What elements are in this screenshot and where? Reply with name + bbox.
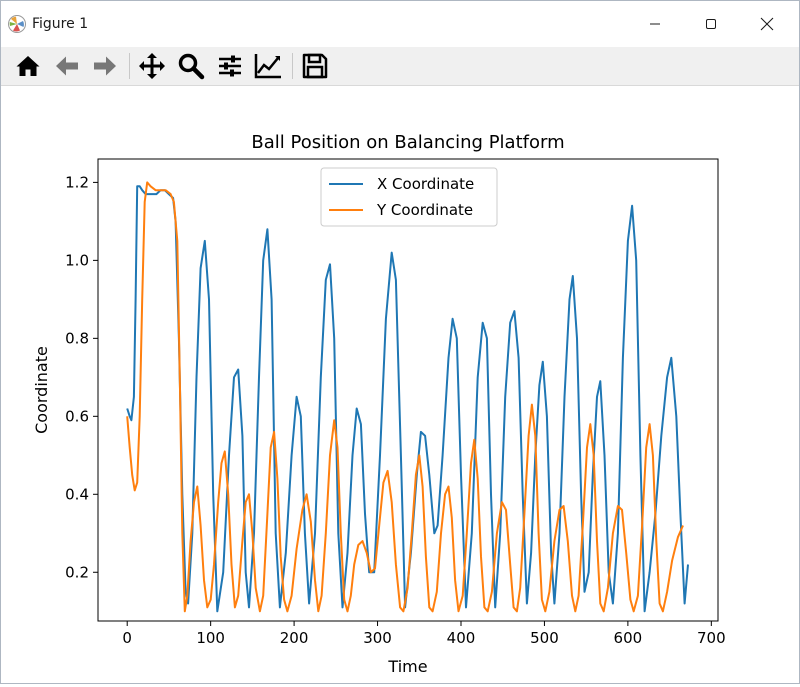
window-title: Figure 1 — [32, 16, 89, 32]
y-tick-label: 0.6 — [65, 407, 89, 425]
x-tick-label: 700 — [697, 629, 726, 647]
forward-button[interactable] — [90, 51, 120, 81]
edit-axes-icon — [254, 54, 281, 79]
close-button[interactable] — [739, 1, 795, 47]
zoom-icon — [178, 53, 205, 80]
forward-arrow-icon — [94, 56, 116, 76]
pan-button[interactable] — [137, 51, 167, 81]
axes-frame — [97, 158, 719, 622]
y-tick-label: 0.4 — [65, 485, 89, 503]
minimize-icon — [650, 23, 660, 25]
home-icon — [16, 56, 40, 76]
chart-title: Ball Position on Balancing Platform — [251, 132, 564, 153]
series-line-y-coordinate — [126, 181, 684, 613]
pan-icon — [139, 53, 165, 79]
x-tick-label: 200 — [280, 629, 309, 647]
legend-label: X Coordinate — [377, 175, 474, 193]
y-tick-label: 1.2 — [65, 173, 89, 191]
figure-canvas[interactable]: Ball Position on Balancing Platform Time… — [1, 86, 799, 683]
y-axis-label: Coordinate — [32, 346, 51, 434]
chart-svg: Ball Position on Balancing Platform Time… — [32, 132, 726, 676]
toolbar-separator — [292, 53, 293, 79]
x-tick-label: 400 — [447, 629, 476, 647]
legend-box — [320, 167, 498, 227]
save-icon — [302, 53, 328, 79]
matplotlib-logo-icon — [7, 14, 27, 34]
maximize-button[interactable] — [683, 1, 739, 47]
x-axis-label: Time — [387, 657, 427, 676]
x-tick-label: 100 — [196, 629, 225, 647]
y-tick-label: 0.2 — [65, 563, 89, 581]
x-tick-label: 500 — [530, 629, 559, 647]
zoom-button[interactable] — [176, 51, 206, 81]
close-icon — [760, 17, 774, 31]
x-tick-label: 600 — [614, 629, 643, 647]
x-tick-label: 0 — [122, 629, 132, 647]
subplots-button[interactable] — [215, 51, 245, 81]
toolbar-separator — [129, 53, 130, 79]
edit-axes-button[interactable] — [253, 51, 283, 81]
y-tick-label: 1.0 — [65, 251, 89, 269]
y-tick-label: 0.8 — [65, 329, 89, 347]
back-arrow-icon — [56, 56, 78, 76]
home-button[interactable] — [13, 51, 43, 81]
subplots-icon — [219, 55, 241, 77]
maximize-icon — [706, 19, 716, 29]
x-tick-label: 300 — [363, 629, 392, 647]
save-button[interactable] — [300, 51, 330, 81]
title-bar[interactable]: Figure 1 — [1, 1, 799, 47]
navigation-toolbar — [1, 47, 799, 86]
series-line-x-coordinate — [126, 185, 689, 613]
minimize-button[interactable] — [627, 1, 683, 47]
back-button[interactable] — [52, 51, 82, 81]
legend-label: Y Coordinate — [376, 201, 473, 219]
